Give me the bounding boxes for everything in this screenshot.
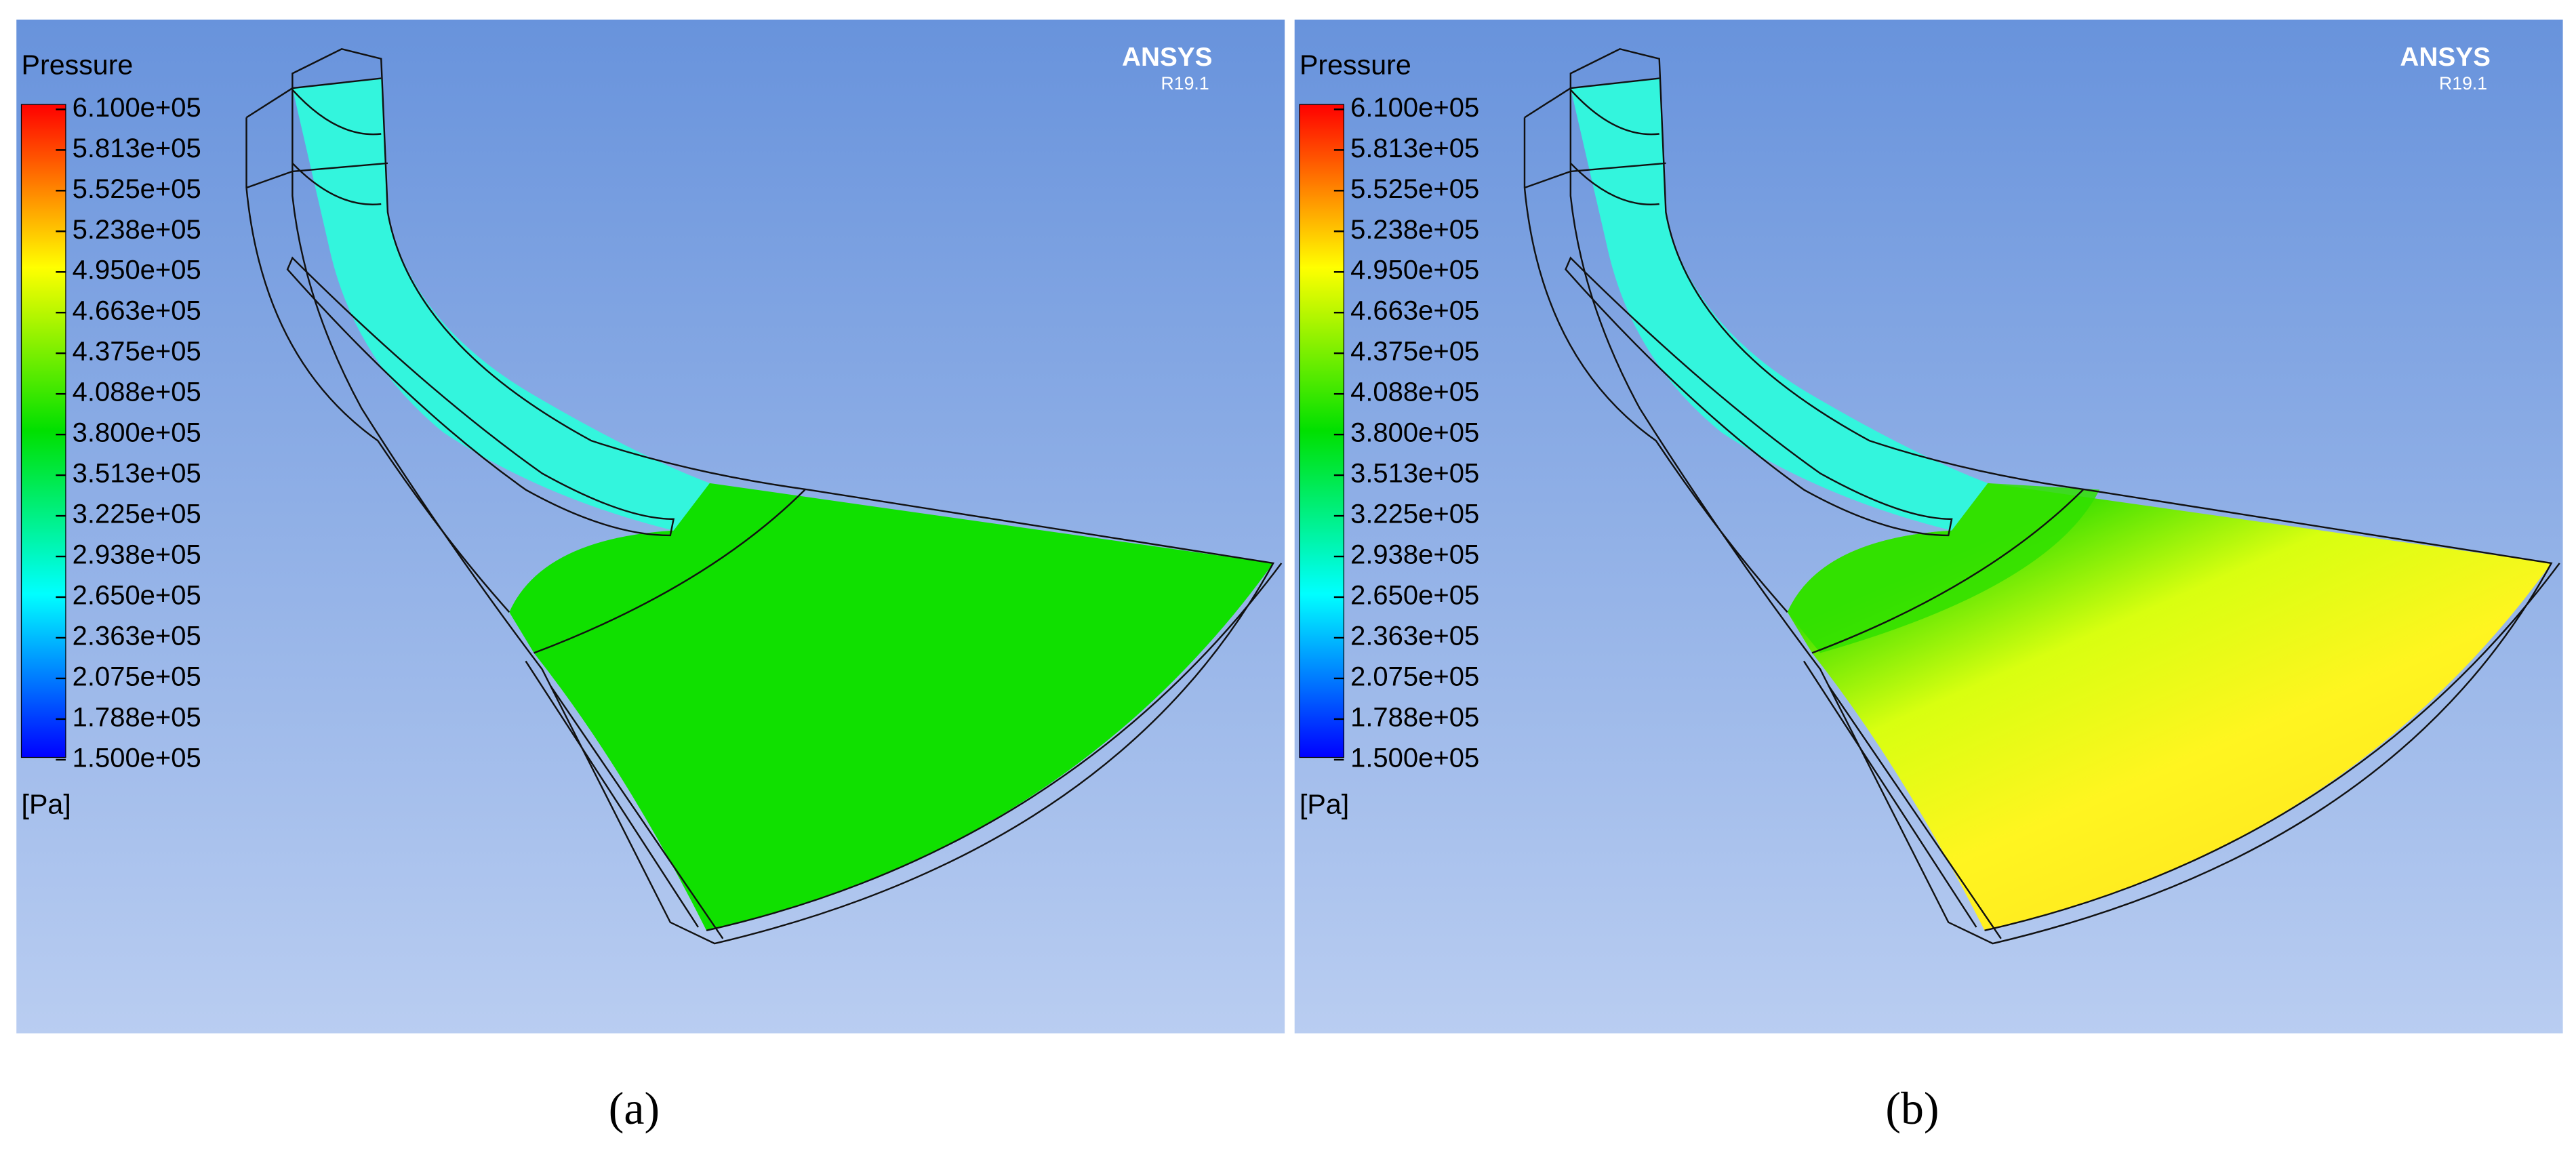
legend-label: 5.238e+05 (1350, 215, 1479, 245)
brand: ANSYS (1122, 43, 1213, 72)
legend-label: 4.088e+05 (73, 378, 201, 407)
legend-label: 2.075e+05 (1350, 662, 1479, 692)
legend-label: 3.225e+05 (1350, 500, 1479, 529)
legend-label: 2.363e+05 (1350, 622, 1479, 651)
outline (1803, 489, 2560, 939)
caption: (a) (609, 1083, 660, 1134)
viewport-background (1294, 19, 2563, 1034)
legend-label: 4.088e+05 (1350, 378, 1479, 407)
legend-label: 3.513e+05 (1350, 459, 1479, 489)
legend-label: 2.650e+05 (73, 581, 201, 611)
legend-label: 5.525e+05 (73, 174, 201, 204)
legend-label: 2.650e+05 (1350, 581, 1479, 611)
legend-label: 5.813e+05 (1350, 134, 1479, 163)
outline (1569, 47, 2553, 945)
legend-label: 6.100e+05 (73, 93, 201, 123)
viewport-background (16, 19, 1285, 1034)
legend-label: 5.813e+05 (73, 134, 201, 163)
legend-label: 5.525e+05 (1350, 174, 1479, 204)
legend-label: 3.800e+05 (1350, 418, 1479, 448)
legend-label: 4.663e+05 (73, 296, 201, 326)
legend-label: 4.950e+05 (1350, 256, 1479, 285)
fan-contour (1787, 483, 2552, 931)
outline (1523, 77, 1788, 613)
colorbar (1299, 104, 1345, 758)
outline (291, 89, 382, 205)
version: R19.1 (1161, 73, 1209, 94)
legend-label: 3.800e+05 (73, 418, 201, 448)
legend-title: Pressure (22, 49, 134, 81)
blade (286, 256, 675, 537)
version: R19.1 (2439, 73, 2487, 94)
legend-label: 1.500e+05 (73, 744, 201, 773)
legend-label: 5.238e+05 (73, 215, 201, 245)
colorbar (20, 104, 66, 758)
legend-unit: [Pa] (1300, 789, 1349, 820)
outline (291, 47, 1275, 945)
outline (525, 489, 1283, 939)
outline (1569, 89, 1659, 205)
blade (1565, 256, 1953, 537)
legend-label: 2.075e+05 (73, 662, 201, 692)
legend-label: 1.788e+05 (73, 703, 201, 733)
legend-label: 2.363e+05 (73, 622, 201, 651)
legend-label: 3.225e+05 (73, 500, 201, 529)
legend-label: 4.663e+05 (1350, 296, 1479, 326)
legend-unit: [Pa] (22, 789, 71, 820)
fan-contour (509, 483, 1274, 931)
legend-label: 1.788e+05 (1350, 703, 1479, 733)
legend-label: 2.938e+05 (73, 540, 201, 570)
legend-label: 2.938e+05 (1350, 540, 1479, 570)
legend-label: 4.950e+05 (73, 256, 201, 285)
legend-label: 1.500e+05 (1350, 744, 1479, 773)
brand: ANSYS (2400, 43, 2491, 72)
panel: Pressure 6.100e+05 5.813e+05 5.525e+05 5.238… (1294, 19, 2563, 1134)
legend-label: 4.375e+05 (1350, 337, 1479, 367)
legend-label: 4.375e+05 (73, 337, 201, 367)
panel: Pressure 6.100e+05 5.813e+05 5.525e+05 5.238… (16, 19, 1285, 1134)
outline (245, 77, 510, 613)
legend-title: Pressure (1300, 49, 1411, 81)
legend-label: 6.100e+05 (1350, 93, 1479, 123)
legend-label: 3.513e+05 (73, 459, 201, 489)
caption: (b) (1885, 1083, 1939, 1134)
transition-zone (1787, 483, 2100, 653)
